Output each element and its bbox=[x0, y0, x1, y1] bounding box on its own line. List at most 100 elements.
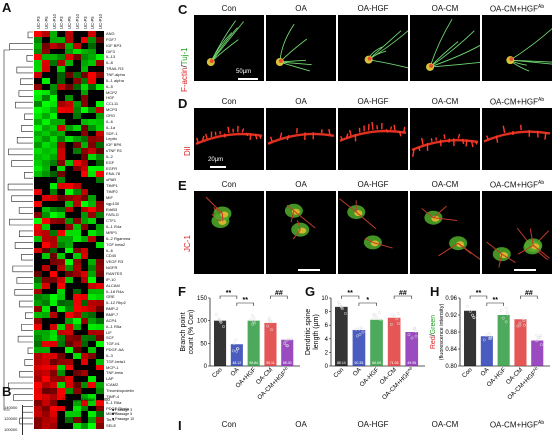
heatmap-cell bbox=[96, 393, 105, 401]
heatmap-cell bbox=[96, 230, 105, 237]
micrograph-c-3 bbox=[410, 15, 480, 81]
bar bbox=[247, 320, 260, 366]
heatmap-cell bbox=[34, 42, 43, 49]
heatmap-cell bbox=[65, 352, 74, 360]
heatmap-cell bbox=[49, 317, 58, 324]
heatmap-cell bbox=[80, 54, 89, 61]
heatmap-gene-label: GRE bbox=[106, 294, 115, 300]
significance-bracket bbox=[341, 295, 360, 299]
heatmap-cell bbox=[96, 370, 105, 377]
heatmap-cell bbox=[80, 71, 89, 79]
heatmap-cell bbox=[65, 42, 74, 49]
heatmap-cell bbox=[80, 130, 89, 137]
heatmap-cell bbox=[49, 118, 58, 125]
heatmap-cell bbox=[41, 206, 50, 213]
heatmap-cell bbox=[57, 60, 66, 67]
heatmap-cell bbox=[41, 300, 50, 307]
heatmap-cell bbox=[57, 382, 66, 389]
heatmap-cell bbox=[49, 101, 58, 108]
heatmap-cell bbox=[41, 89, 50, 96]
heatmap-cell bbox=[57, 31, 66, 38]
heatmap-gene-label: LIF bbox=[106, 329, 112, 335]
data-point bbox=[375, 315, 379, 319]
panel-label-f: F bbox=[178, 284, 186, 299]
heatmap-cell bbox=[96, 112, 105, 120]
data-point bbox=[286, 344, 290, 348]
heatmap-cell bbox=[72, 101, 81, 108]
heatmap-gene-label: MCP-1 bbox=[106, 364, 119, 370]
heatmap-cell bbox=[49, 311, 58, 319]
heatmap-cell bbox=[65, 306, 74, 313]
heatmap-cell bbox=[88, 370, 97, 377]
heatmap-cell bbox=[34, 183, 43, 190]
heatmap-cell bbox=[65, 358, 74, 365]
heatmap-cell bbox=[41, 382, 50, 389]
heatmap-cell bbox=[57, 177, 66, 184]
y-tick-label: 0.96 bbox=[445, 296, 457, 302]
heatmap-cell bbox=[65, 399, 74, 406]
heatmap-cell bbox=[34, 200, 43, 207]
data-point bbox=[504, 320, 508, 324]
heatmap-gene-label: SELE bbox=[106, 423, 117, 429]
heatmap-cell bbox=[65, 265, 74, 272]
heatmap-cell bbox=[72, 171, 81, 178]
heatmap-cell bbox=[72, 405, 81, 412]
heatmap-cell bbox=[41, 393, 50, 401]
heatmap-cell bbox=[65, 347, 74, 354]
heatmap-cell bbox=[72, 241, 81, 248]
heatmap-cell bbox=[57, 218, 66, 225]
heatmap-cell bbox=[80, 77, 89, 84]
heatmap-cell bbox=[96, 341, 105, 348]
heatmap-cell bbox=[65, 288, 74, 295]
bar bbox=[281, 339, 294, 366]
heatmap-cell bbox=[88, 194, 97, 202]
heatmap-cell bbox=[80, 31, 89, 38]
heatmap-cell bbox=[34, 352, 43, 360]
heatmap-cell bbox=[96, 317, 105, 324]
heatmap-cell bbox=[72, 165, 81, 172]
heatmap-cell bbox=[88, 230, 97, 237]
heatmap-cell bbox=[41, 189, 50, 196]
heatmap-cell bbox=[88, 83, 97, 90]
heatmap-cell bbox=[41, 66, 50, 73]
heatmap-cell bbox=[96, 411, 105, 418]
heatmap-cell bbox=[41, 347, 50, 354]
data-point bbox=[518, 323, 522, 327]
heatmap-gene-label: ALCAM bbox=[106, 282, 120, 288]
heatmap-cell bbox=[41, 423, 50, 430]
heatmap-cell bbox=[49, 153, 58, 161]
heatmap-cell bbox=[80, 83, 89, 90]
bar bbox=[264, 322, 277, 366]
data-point bbox=[506, 312, 510, 316]
heatmap-cell bbox=[41, 253, 50, 260]
heatmap-cell bbox=[65, 282, 74, 289]
heatmap-cell bbox=[65, 171, 74, 178]
heatmap-cell bbox=[72, 124, 81, 131]
heatmap-cell bbox=[96, 399, 105, 406]
heatmap-cell bbox=[72, 159, 81, 166]
heatmap-cell bbox=[49, 230, 58, 237]
bar bbox=[497, 315, 510, 366]
heatmap-cell bbox=[49, 405, 58, 412]
heatmap-cell bbox=[34, 241, 43, 248]
heatmap-cell bbox=[88, 124, 97, 131]
heatmap-gene-label: EGF bbox=[106, 159, 115, 165]
heatmap-cell bbox=[80, 148, 89, 155]
heatmap-cell bbox=[88, 265, 97, 272]
y-tick-label: 0.84 bbox=[445, 347, 457, 353]
heatmap-cell bbox=[49, 364, 58, 371]
heatmap-cell bbox=[65, 423, 74, 430]
heatmap-cell bbox=[57, 235, 66, 242]
heatmap-cell bbox=[49, 288, 58, 295]
heatmap-cell bbox=[80, 358, 89, 365]
heatmap-cell bbox=[34, 382, 43, 389]
heatmap-cell bbox=[49, 177, 58, 184]
heatmap-cell bbox=[80, 89, 89, 96]
heatmap-cell bbox=[57, 171, 66, 178]
heatmap-gene-label: MCP3 bbox=[106, 107, 118, 113]
data-point bbox=[505, 310, 509, 314]
heatmap-cell bbox=[41, 399, 50, 406]
heatmap-cell bbox=[57, 317, 66, 324]
heatmap-cell bbox=[41, 282, 50, 289]
heatmap-cell bbox=[88, 118, 97, 125]
